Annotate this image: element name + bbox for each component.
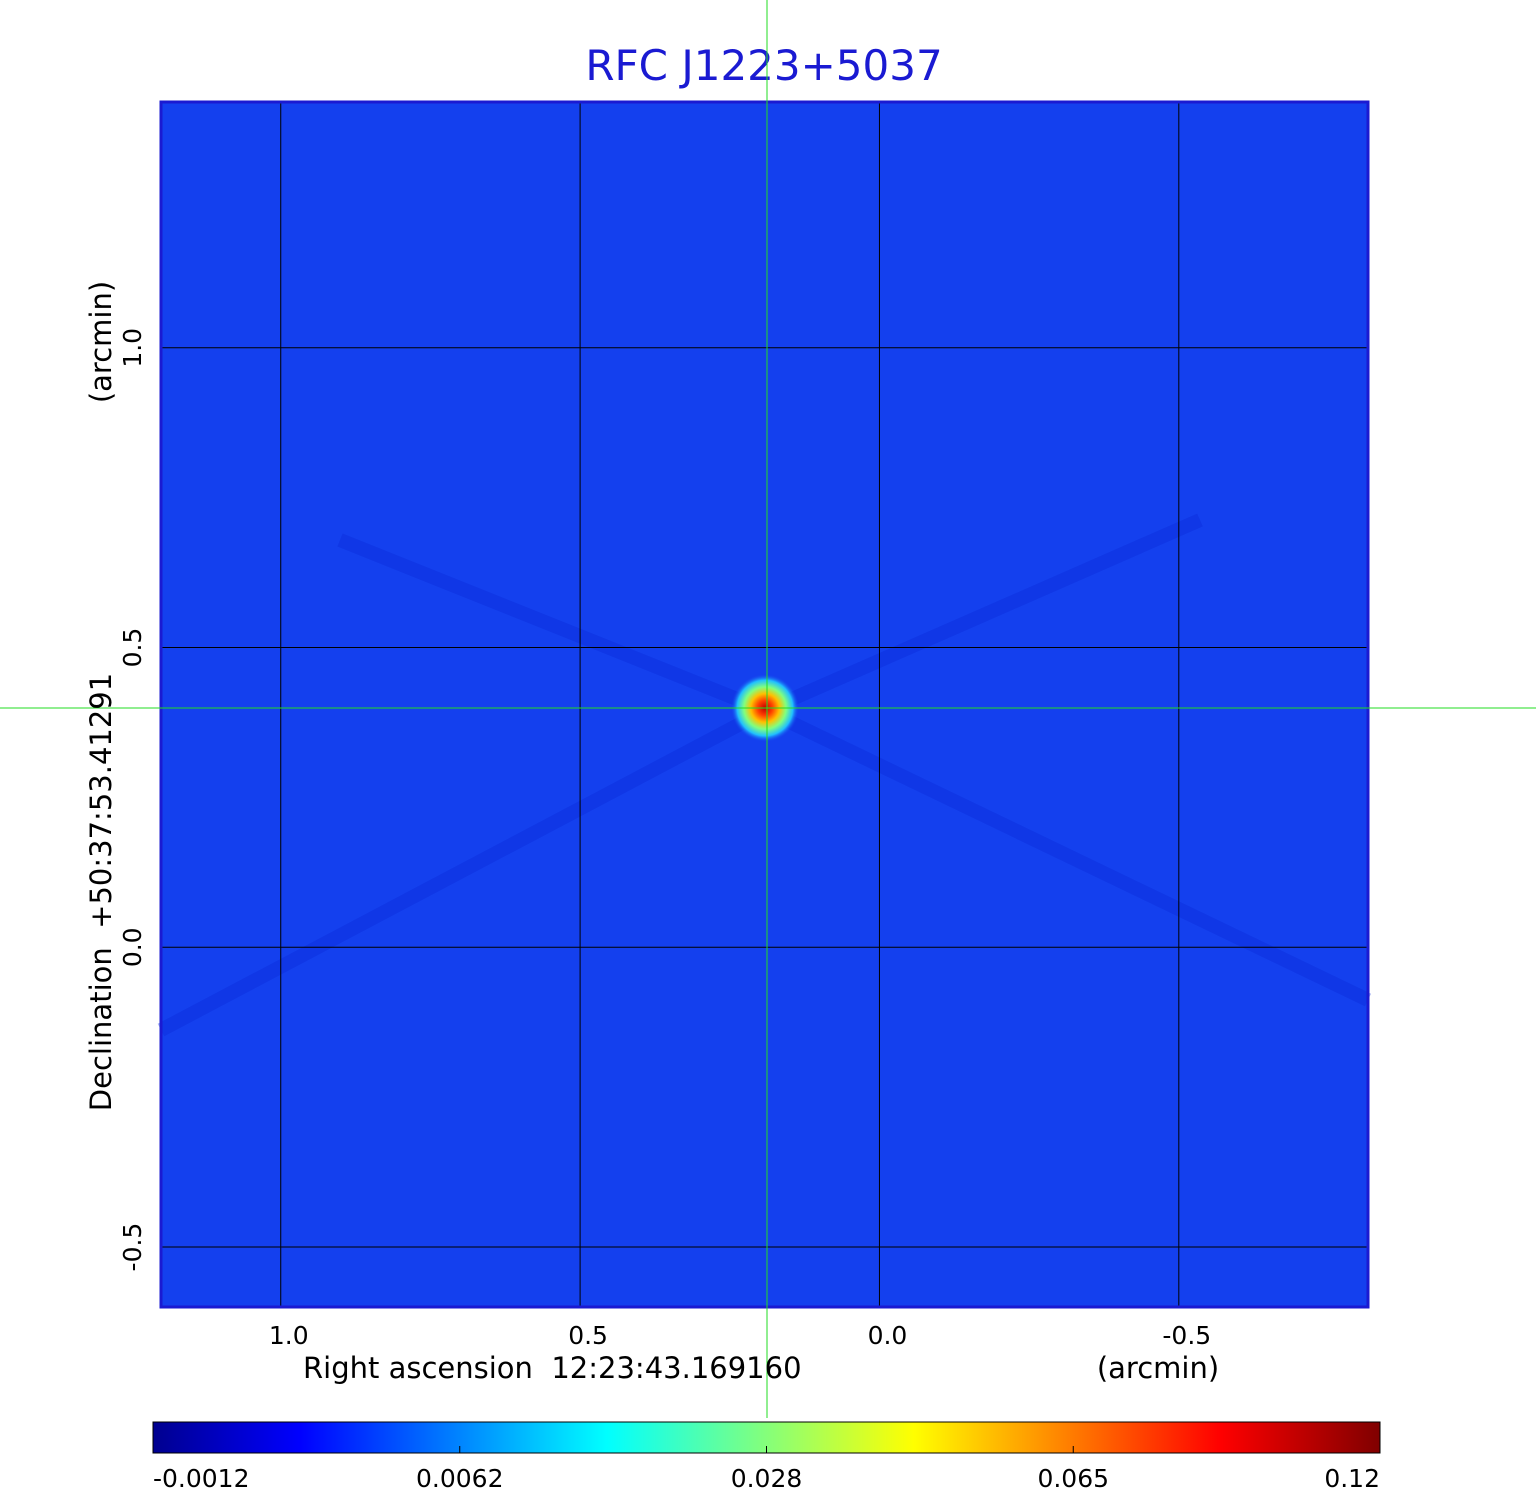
colorbar-tick-label: 0.065 (1037, 1464, 1109, 1493)
colorbar-tick-label: 0.028 (731, 1464, 803, 1493)
x-tick-labels: 1.0 0.5 0.0 -0.5 (269, 1321, 1211, 1350)
x-tick-label: -0.5 (1162, 1321, 1211, 1350)
grid-lines (161, 102, 1368, 1307)
x-tick-label: 0.0 (868, 1321, 908, 1350)
sidelobe-streaks (157, 513, 1372, 1037)
y-axis-label: Declination +50:37:53.41291 (84, 673, 118, 1111)
x-tick-label: 1.0 (269, 1321, 309, 1350)
x-tick-label: 0.5 (568, 1321, 608, 1350)
chart-title: RFC J1223+5037 (585, 41, 942, 90)
colorbar-tick-label: 0.0062 (416, 1464, 503, 1493)
y-tick-label: -0.5 (118, 1223, 147, 1272)
x-axis-unit: (arcmin) (1097, 1351, 1219, 1385)
plot-frame (159, 100, 1370, 1309)
y-tick-label: 0.5 (118, 628, 147, 668)
y-tick-label: 1.0 (118, 328, 147, 368)
colorbar-tick-label: 0.12 (1324, 1464, 1380, 1493)
sidelobe-streak (762, 513, 1203, 717)
colorbar-ticks: -0.0012 0.0062 0.028 0.065 0.12 (152, 1446, 1381, 1493)
x-axis-label: Right ascension 12:23:43.169160 (303, 1351, 802, 1385)
y-axis-unit: (arcmin) (84, 281, 118, 403)
sidelobe-streak (157, 704, 769, 1037)
sidelobe-streak (762, 704, 1372, 1007)
sidelobe-streak (337, 533, 769, 717)
colorbar-tick-label: -0.0012 (153, 1464, 250, 1493)
y-tick-label: 0.0 (118, 927, 147, 967)
y-tick-labels: 1.0 0.5 0.0 -0.5 (118, 328, 147, 1272)
